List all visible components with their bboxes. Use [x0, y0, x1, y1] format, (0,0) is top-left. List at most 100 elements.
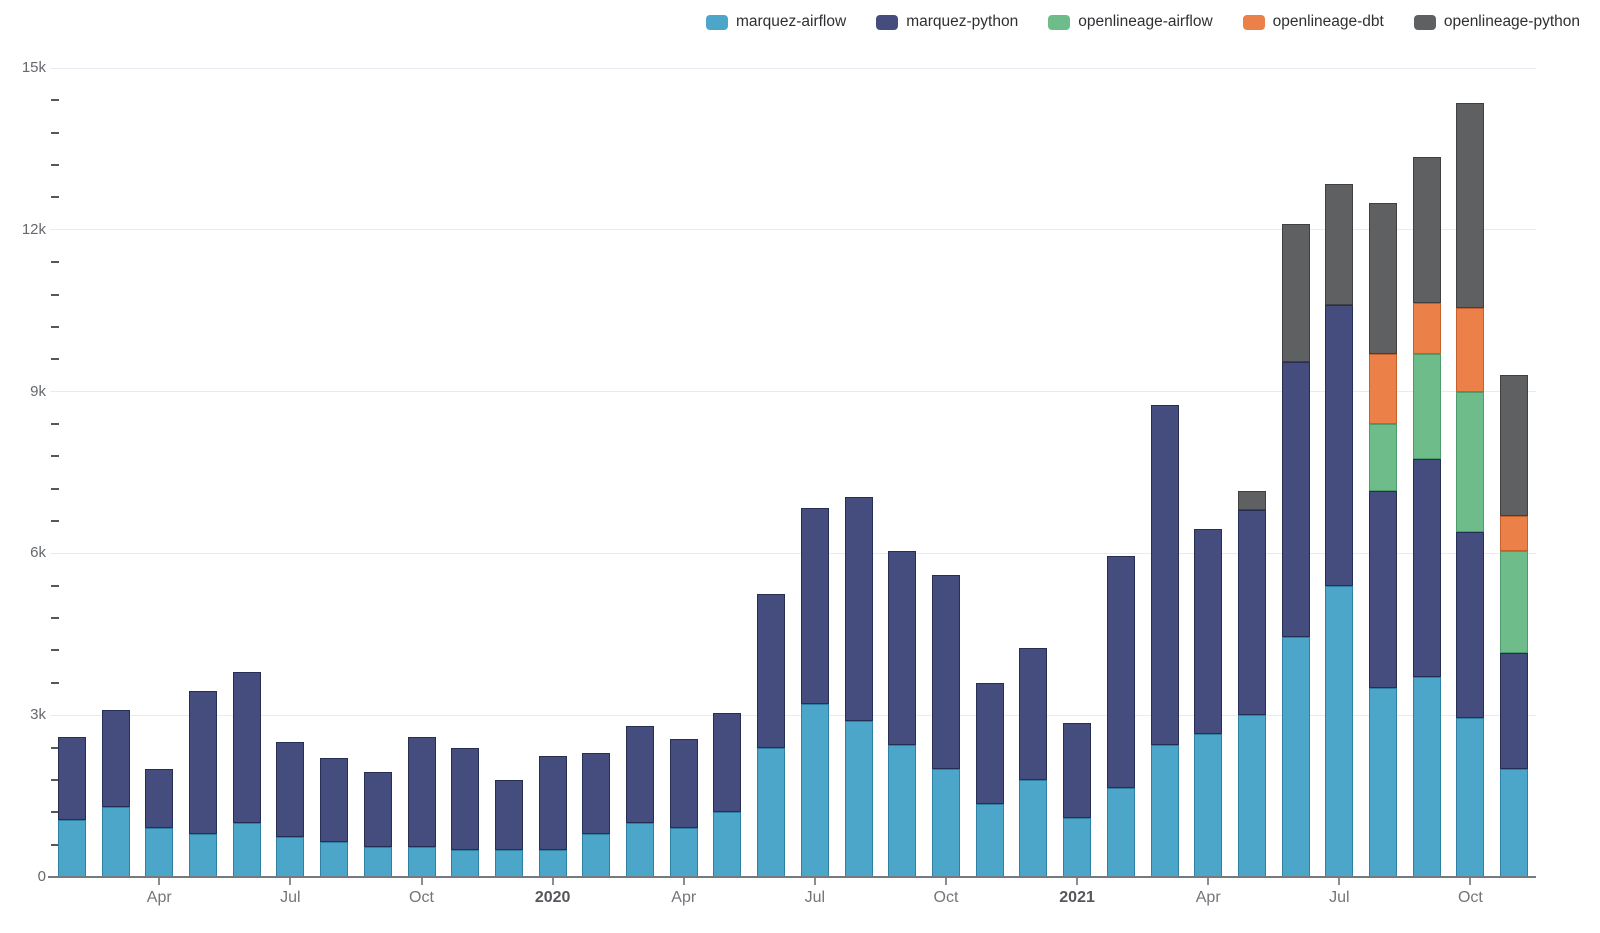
bar-segment-marquez-airflow[interactable]: [800, 704, 829, 877]
bar-segment-openlineage-python[interactable]: [1456, 103, 1485, 308]
bar-segment-openlineage-airflow[interactable]: [1412, 353, 1441, 459]
bar-segment-marquez-python[interactable]: [1063, 723, 1092, 818]
bar-segment-marquez-python[interactable]: [1019, 647, 1048, 780]
x-axis-label: Apr: [671, 889, 697, 906]
legend-swatch-icon: [876, 14, 899, 30]
bar-segment-marquez-python[interactable]: [101, 709, 130, 807]
bar-segment-marquez-airflow[interactable]: [1281, 636, 1310, 877]
bar-segment-openlineage-python[interactable]: [1325, 183, 1354, 306]
bar-segment-marquez-airflow[interactable]: [1325, 585, 1354, 877]
bar-segment-openlineage-airflow[interactable]: [1456, 391, 1485, 532]
x-axis-tick: [158, 878, 161, 885]
bar-segment-marquez-airflow[interactable]: [1106, 788, 1135, 877]
bar-segment-marquez-airflow[interactable]: [931, 769, 960, 877]
bar-segment-marquez-airflow[interactable]: [1194, 734, 1223, 877]
legend-item-openlineage-dbt[interactable]: openlineage-dbt: [1242, 11, 1384, 33]
bar-segment-marquez-airflow[interactable]: [494, 850, 523, 877]
bar-segment-marquez-python[interactable]: [1412, 459, 1441, 678]
bar-segment-marquez-python[interactable]: [57, 736, 86, 821]
bar-segment-marquez-python[interactable]: [713, 712, 742, 813]
bar-segment-openlineage-dbt[interactable]: [1412, 302, 1441, 354]
bar-segment-marquez-airflow[interactable]: [538, 850, 567, 877]
bar-segment-marquez-airflow[interactable]: [320, 841, 349, 877]
bar-segment-marquez-airflow[interactable]: [101, 806, 130, 877]
bar-segment-marquez-airflow[interactable]: [1237, 715, 1266, 877]
bar-segment-marquez-python[interactable]: [1150, 405, 1179, 745]
bar-segment-marquez-airflow[interactable]: [451, 850, 480, 877]
bar-segment-marquez-python[interactable]: [626, 725, 655, 824]
x-axis-tick: [1076, 878, 1079, 885]
bar-segment-marquez-python[interactable]: [232, 672, 261, 824]
bar-segment-marquez-python[interactable]: [407, 736, 436, 848]
bar-segment-marquez-python[interactable]: [1456, 531, 1485, 718]
y-axis-label: 12k: [21, 220, 46, 238]
legend-item-openlineage-python[interactable]: openlineage-python: [1413, 11, 1580, 33]
bar-segment-marquez-airflow[interactable]: [888, 744, 917, 877]
bar-segment-marquez-airflow[interactable]: [713, 812, 742, 877]
bar-segment-openlineage-python[interactable]: [1281, 224, 1310, 362]
bar-segment-marquez-airflow[interactable]: [844, 720, 873, 877]
bar-segment-marquez-python[interactable]: [1194, 529, 1223, 735]
bar-segment-marquez-airflow[interactable]: [1369, 688, 1398, 877]
bar-segment-marquez-airflow[interactable]: [1150, 744, 1179, 877]
bar-segment-marquez-airflow[interactable]: [1500, 769, 1529, 877]
bar-segment-openlineage-dbt[interactable]: [1369, 353, 1398, 424]
bar-segment-marquez-python[interactable]: [451, 747, 480, 851]
bar-segment-openlineage-airflow[interactable]: [1500, 550, 1529, 654]
bar-segment-marquez-python[interactable]: [276, 742, 305, 837]
bar-segment-marquez-python[interactable]: [931, 574, 960, 770]
bar-segment-marquez-airflow[interactable]: [626, 823, 655, 877]
bar-segment-marquez-python[interactable]: [188, 690, 217, 834]
bar-segment-marquez-python[interactable]: [800, 507, 829, 705]
bar-segment-marquez-python[interactable]: [1325, 305, 1354, 586]
bar-segment-openlineage-dbt[interactable]: [1456, 308, 1485, 392]
bar-segment-marquez-python[interactable]: [844, 496, 873, 721]
bar-segment-openlineage-python[interactable]: [1369, 202, 1398, 354]
bar-segment-marquez-python[interactable]: [582, 752, 611, 834]
bar-segment-marquez-airflow[interactable]: [363, 847, 392, 877]
bar-segment-marquez-airflow[interactable]: [1456, 717, 1485, 877]
bar-segment-marquez-airflow[interactable]: [669, 828, 698, 877]
bar-segment-marquez-airflow[interactable]: [276, 836, 305, 877]
bar-segment-marquez-python[interactable]: [1237, 510, 1266, 716]
bar-segment-marquez-python[interactable]: [320, 758, 349, 842]
bar-segment-marquez-python[interactable]: [757, 593, 786, 748]
bar-segment-marquez-airflow[interactable]: [1063, 817, 1092, 877]
legend-item-marquez-airflow[interactable]: marquez-airflow: [705, 11, 846, 33]
legend-item-marquez-python[interactable]: marquez-python: [876, 11, 1018, 33]
x-axis-tick: [1469, 878, 1472, 885]
y-minor-tick: [51, 649, 59, 652]
x-axis-tick: [682, 878, 685, 885]
bar-segment-marquez-python[interactable]: [538, 755, 567, 851]
bar-segment-openlineage-python[interactable]: [1412, 156, 1441, 303]
bar-segment-marquez-python[interactable]: [1281, 361, 1310, 637]
bar-segment-marquez-python[interactable]: [145, 769, 174, 829]
bar-segment-openlineage-python[interactable]: [1237, 491, 1266, 511]
bar-segment-marquez-airflow[interactable]: [232, 823, 261, 877]
bar-segment-marquez-airflow[interactable]: [188, 833, 217, 877]
x-axis-tick: [289, 878, 292, 885]
bar-segment-marquez-airflow[interactable]: [145, 828, 174, 877]
bar-segment-marquez-python[interactable]: [975, 682, 1004, 805]
legend-label: openlineage-dbt: [1272, 13, 1384, 30]
bar-segment-marquez-python[interactable]: [1369, 491, 1398, 689]
bar-segment-marquez-airflow[interactable]: [407, 847, 436, 877]
bar-segment-marquez-python[interactable]: [669, 739, 698, 829]
bar-segment-marquez-airflow[interactable]: [1412, 677, 1441, 877]
bar-segment-openlineage-airflow[interactable]: [1369, 423, 1398, 492]
bar-segment-marquez-airflow[interactable]: [757, 747, 786, 877]
bar-segment-marquez-airflow[interactable]: [582, 833, 611, 877]
bar-segment-marquez-python[interactable]: [1500, 653, 1529, 770]
bar-segment-openlineage-python[interactable]: [1500, 375, 1529, 516]
bar-segment-marquez-airflow[interactable]: [1019, 779, 1048, 877]
bar-segment-marquez-airflow[interactable]: [975, 804, 1004, 877]
bar-segment-marquez-python[interactable]: [888, 550, 917, 745]
bar-segment-marquez-airflow[interactable]: [57, 820, 86, 877]
y-minor-tick: [51, 487, 59, 490]
y-minor-tick: [51, 293, 59, 296]
bar-segment-marquez-python[interactable]: [1106, 556, 1135, 788]
legend-item-openlineage-airflow[interactable]: openlineage-airflow: [1048, 11, 1213, 33]
bar-segment-marquez-python[interactable]: [363, 771, 392, 848]
bar-segment-marquez-python[interactable]: [494, 779, 523, 851]
bar-segment-openlineage-dbt[interactable]: [1500, 515, 1529, 551]
